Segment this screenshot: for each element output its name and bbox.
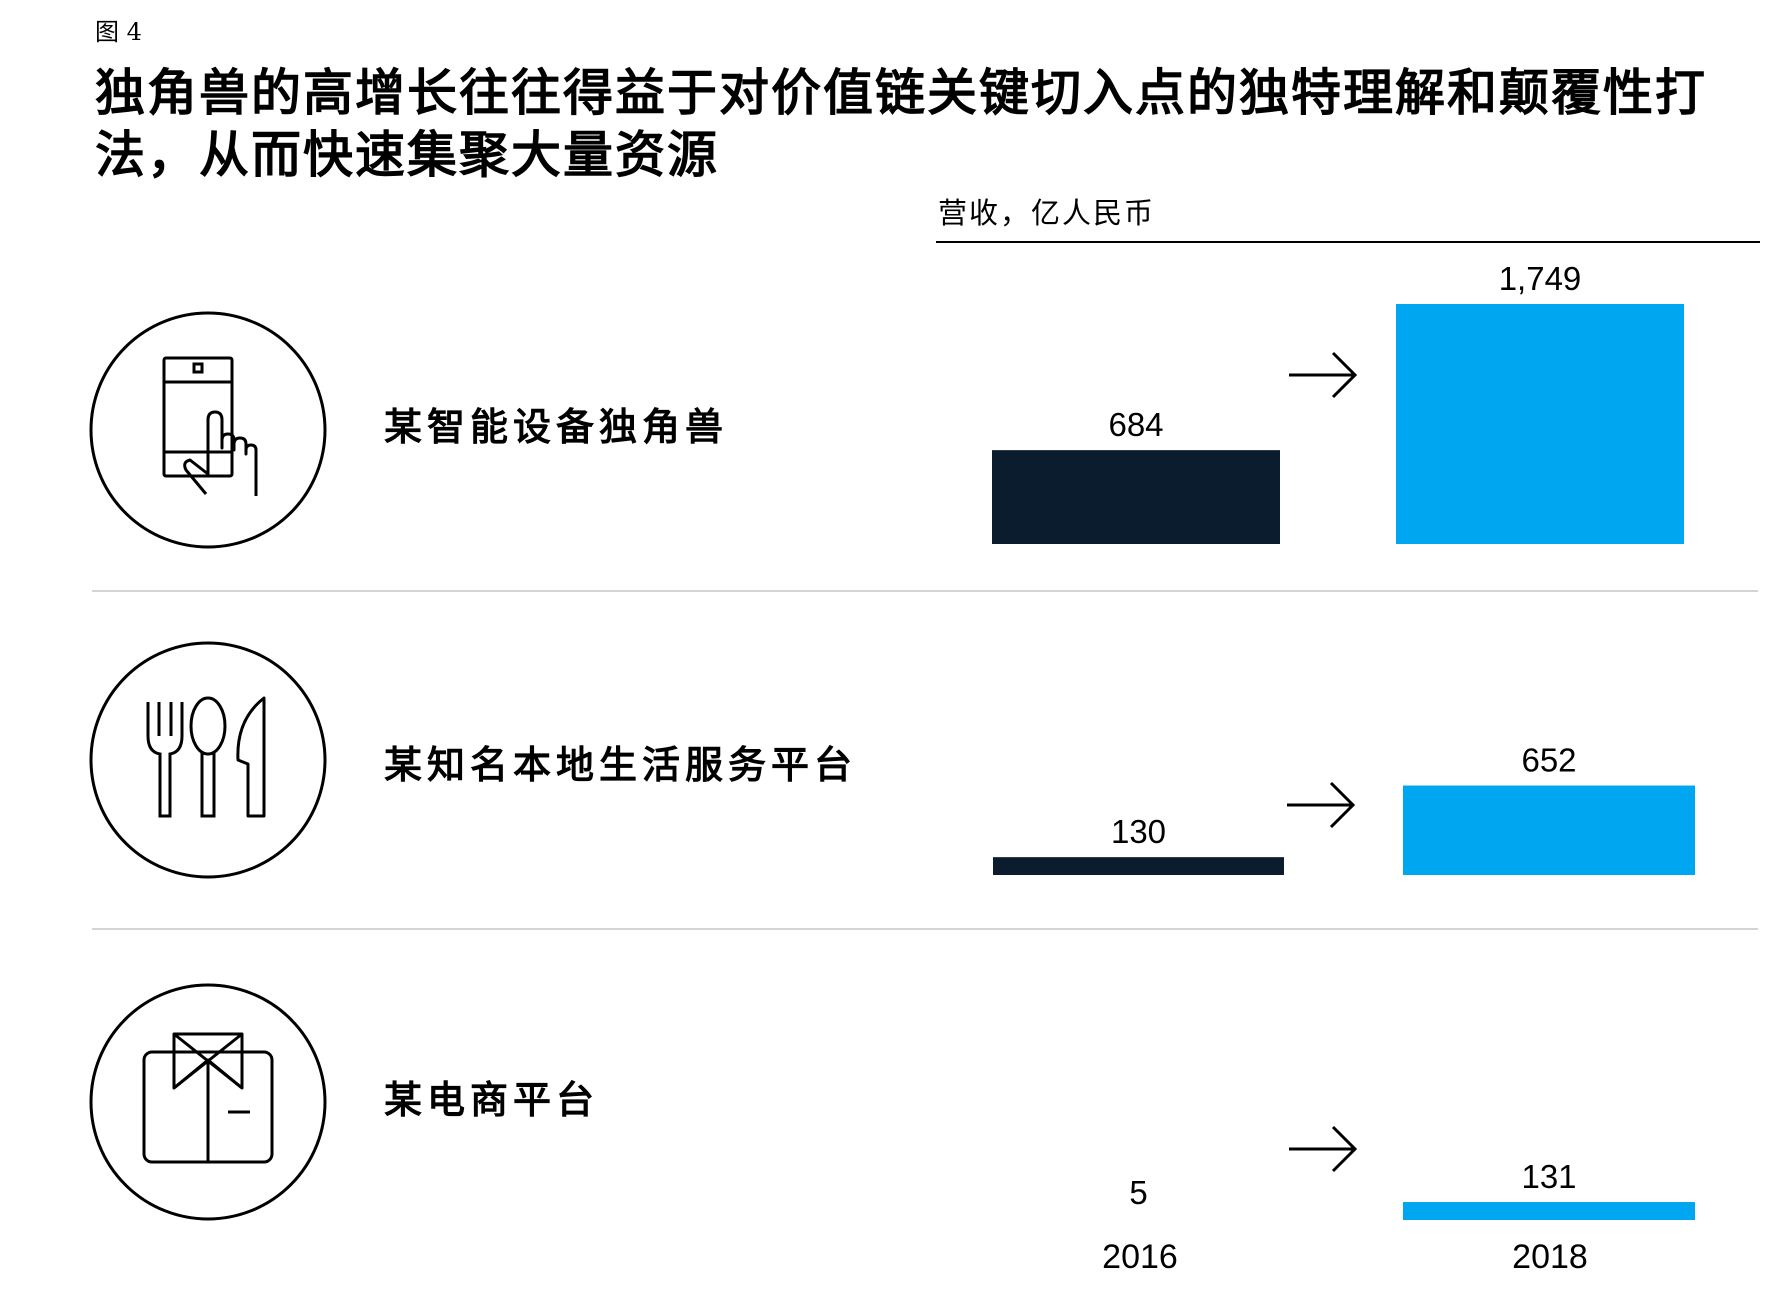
chart-title: 独角兽的高增长往往得益于对价值链关键切入点的独特理解和颠覆性打法，从而快速集聚大…: [95, 63, 1707, 184]
shirt-box-icon: [88, 982, 328, 1222]
category-label-smart-device: 某智能设备独角兽: [384, 404, 729, 449]
bar-2016-row-1: [992, 450, 1280, 544]
bar-2018-row-2: [1403, 785, 1695, 875]
bar-2018-row-3: [1403, 1202, 1695, 1220]
row-divider-1: [92, 590, 1758, 592]
smartphone-touch-icon: [88, 310, 328, 550]
data-label-2018-row-3: 131: [1521, 1158, 1576, 1195]
bar-2016-row-3: [993, 1218, 1284, 1220]
figure-label: 图 4: [95, 18, 142, 46]
row-divider-2: [92, 928, 1758, 930]
bar-2016-row-2: [993, 857, 1284, 875]
growth-arrow-icon: [1287, 1124, 1359, 1174]
unit-underline: [936, 241, 1760, 243]
x-tick-label-2018: 2018: [1512, 1238, 1588, 1276]
data-label-2016-row-3: 5: [1129, 1174, 1147, 1211]
growth-arrow-icon: [1285, 780, 1357, 830]
fork-spoon-knife-icon: [88, 640, 328, 880]
y-axis-unit-label: 营收，亿人民币: [938, 196, 1156, 230]
data-label-2016-row-1: 684: [1108, 406, 1163, 443]
bar-2018-row-1: [1396, 304, 1684, 544]
category-label-ecommerce: 某电商平台: [384, 1077, 600, 1122]
growth-arrow-icon: [1287, 350, 1359, 400]
category-label-local-services: 某知名本地生活服务平台: [384, 742, 858, 787]
data-label-2018-row-2: 652: [1521, 742, 1576, 779]
x-tick-label-2016: 2016: [1102, 1238, 1178, 1276]
data-label-2016-row-2: 130: [1111, 813, 1166, 850]
data-label-2018-row-1: 1,749: [1499, 260, 1582, 297]
